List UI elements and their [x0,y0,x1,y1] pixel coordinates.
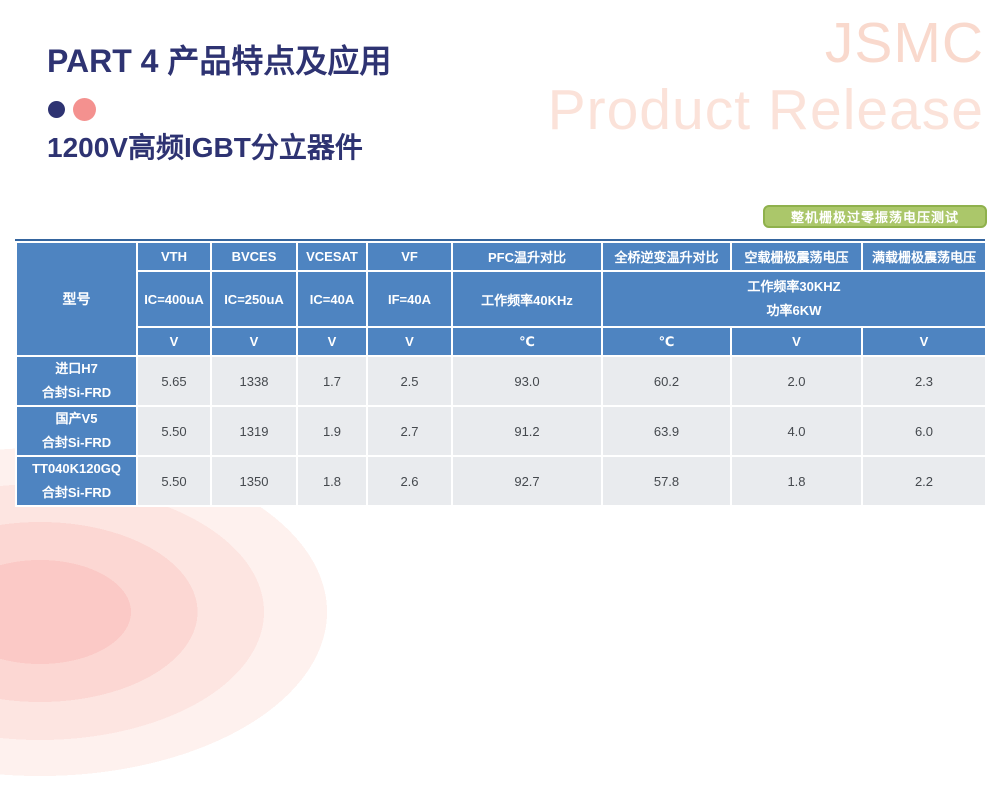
table-row: 国产V5 合封Si-FRD 5.50 1319 1.9 2.7 91.2 63.… [15,405,987,457]
value-cell: 5.50 [136,405,212,457]
value-cell: 1.8 [296,455,368,507]
condition-cell-merged: 工作频率30KHZ 功率6KW [601,270,987,328]
navy-dot-decoration [48,101,65,118]
model-name: TT040K120GQ [32,461,121,476]
value-cell: 2.7 [366,405,453,457]
watermark-jsmc: JSMC [824,11,984,75]
condition-cell: IC=40A [296,270,368,328]
watermark: JSMC Product Release [548,10,984,144]
col-header-cell: BVCES [210,241,298,272]
table-row: TT040K120GQ 合封Si-FRD 5.50 1350 1.8 2.6 9… [15,455,987,507]
col-header-cell: 全桥逆变温升对比 [601,241,732,272]
model-package: 合封Si-FRD [41,385,112,400]
condition-line: 工作频率30KHZ [747,279,841,294]
unit-cell: ℃ [601,326,732,357]
table-row: 进口H7 合封Si-FRD 5.65 1338 1.7 2.5 93.0 60.… [15,355,987,407]
value-cell: 1.7 [296,355,368,407]
value-cell: 1319 [210,405,298,457]
value-cell: 91.2 [451,405,603,457]
model-name: 国产V5 [55,411,98,426]
unit-cell: V [861,326,987,357]
model-package: 合封Si-FRD [41,485,112,500]
value-cell: 57.8 [601,455,732,507]
page-title: PART 4 产品特点及应用 [47,43,392,79]
value-cell: 63.9 [601,405,732,457]
model-package: 合封Si-FRD [41,435,112,450]
value-cell: 2.3 [861,355,987,407]
value-cell: 5.50 [136,455,212,507]
model-cell: 国产V5 合封Si-FRD [15,405,138,457]
value-cell: 6.0 [861,405,987,457]
unit-cell: V [136,326,212,357]
value-cell: 92.7 [451,455,603,507]
value-cell: 5.65 [136,355,212,407]
col-header-cell: 满载栅极震荡电压 [861,241,987,272]
unit-cell: V [210,326,298,357]
model-name: 进口H7 [55,361,98,376]
value-cell: 1338 [210,355,298,407]
value-cell: 93.0 [451,355,603,407]
value-cell: 1.8 [730,455,863,507]
unit-cell: V [366,326,453,357]
condition-cell: 工作频率40KHz [451,270,603,328]
header-row-units: V V V V ℃ ℃ V V [16,326,987,357]
header-row-names: 型号 VTH BVCES VCESAT VF PFC温升对比 全桥逆变温升对比 … [15,241,987,357]
pink-dot-decoration [73,98,96,121]
condition-line: 功率6KW [766,303,822,318]
condition-cell: IF=40A [366,270,453,328]
col-header-cell: VF [366,241,453,272]
model-cell: TT040K120GQ 合封Si-FRD [15,455,138,507]
spec-table-container: 型号 VTH BVCES VCESAT VF PFC温升对比 全桥逆变温升对比 … [15,239,987,507]
header-row-conditions: IC=400uA IC=250uA IC=40A IF=40A 工作频率40KH… [16,270,987,328]
col-header-cell: VCESAT [296,241,368,272]
unit-cell: V [296,326,368,357]
value-cell: 60.2 [601,355,732,407]
value-cell: 2.0 [730,355,863,407]
condition-cell: IC=400uA [136,270,212,328]
spec-table: 型号 VTH BVCES VCESAT VF PFC温升对比 全桥逆变温升对比 … [15,241,987,507]
unit-cell: ℃ [451,326,603,357]
value-cell: 4.0 [730,405,863,457]
value-cell: 2.6 [366,455,453,507]
corner-cell: 型号 [15,241,138,357]
watermark-product-release: Product Release [547,78,984,142]
status-badge: 整机栅极过零振荡电压测试 [763,205,987,228]
model-cell: 进口H7 合封Si-FRD [15,355,138,407]
col-header-cell: PFC温升对比 [451,241,603,272]
page-subtitle: 1200V高频IGBT分立器件 [47,132,363,163]
value-cell: 2.2 [861,455,987,507]
unit-cell: V [730,326,863,357]
value-cell: 2.5 [366,355,453,407]
col-header-cell: VTH [136,241,212,272]
col-header-cell: 空载栅极震荡电压 [730,241,863,272]
value-cell: 1.9 [296,405,368,457]
value-cell: 1350 [210,455,298,507]
condition-cell: IC=250uA [210,270,298,328]
slide: { "slide": { "title": "PART 4 产品特点及应用", … [0,10,987,812]
